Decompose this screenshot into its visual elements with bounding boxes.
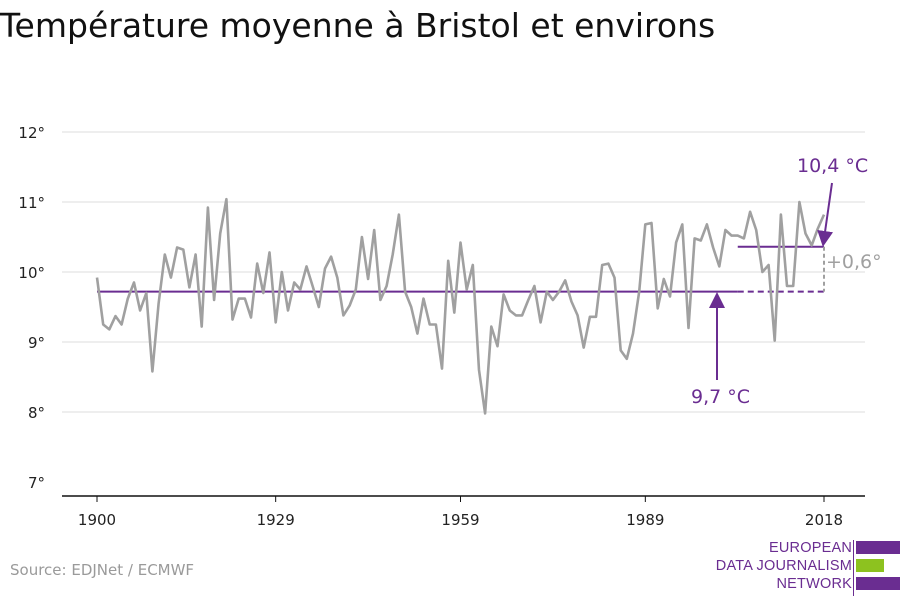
logo-line-1: EUROPEAN (769, 540, 852, 556)
source-note: Source: EDJNet / ECMWF (10, 561, 195, 579)
logo-line-3: NETWORK (776, 576, 852, 592)
series-line-temperature (95, 197, 826, 415)
x-tick-label: 1900 (78, 511, 116, 529)
logo-bar-purple-top (856, 541, 900, 554)
annotation-low-mean: 9,7 °C (691, 386, 750, 408)
x-tick-label: 1989 (626, 511, 664, 529)
annotations: 10,4 °C 9,7 °C +0,6° (691, 155, 882, 408)
series-group (95, 197, 826, 415)
y-tick-label: 12° (18, 124, 45, 142)
y-tick-label: 8° (28, 404, 45, 422)
annotation-delta: +0,6° (826, 251, 882, 273)
logo-bar-green (856, 559, 884, 572)
y-tick-label: 11° (18, 194, 45, 212)
x-tick-label: 1929 (257, 511, 295, 529)
y-tick-label: 9° (28, 334, 45, 352)
y-tick-label: 7° (28, 474, 45, 492)
logo-bar-purple-bottom (856, 577, 900, 590)
logo-line-2: DATA JOURNALISM (715, 558, 852, 574)
x-tick-label: 2018 (805, 511, 843, 529)
logo-divider (853, 540, 854, 596)
y-axis: 7° 8° 9° 10° 11° 12° (18, 124, 45, 492)
annotation-high-mean: 10,4 °C (797, 155, 868, 177)
x-tick-label: 1959 (441, 511, 479, 529)
chart-title: Température moyenne à Bristol et environ… (0, 6, 716, 45)
arrow-high-mean (817, 182, 834, 247)
x-axis: 1900 1929 1959 1989 2018 (62, 495, 865, 529)
y-tick-label: 10° (18, 264, 45, 282)
edjnet-logo: EUROPEAN DATA JOURNALISM NETWORK (690, 540, 900, 596)
